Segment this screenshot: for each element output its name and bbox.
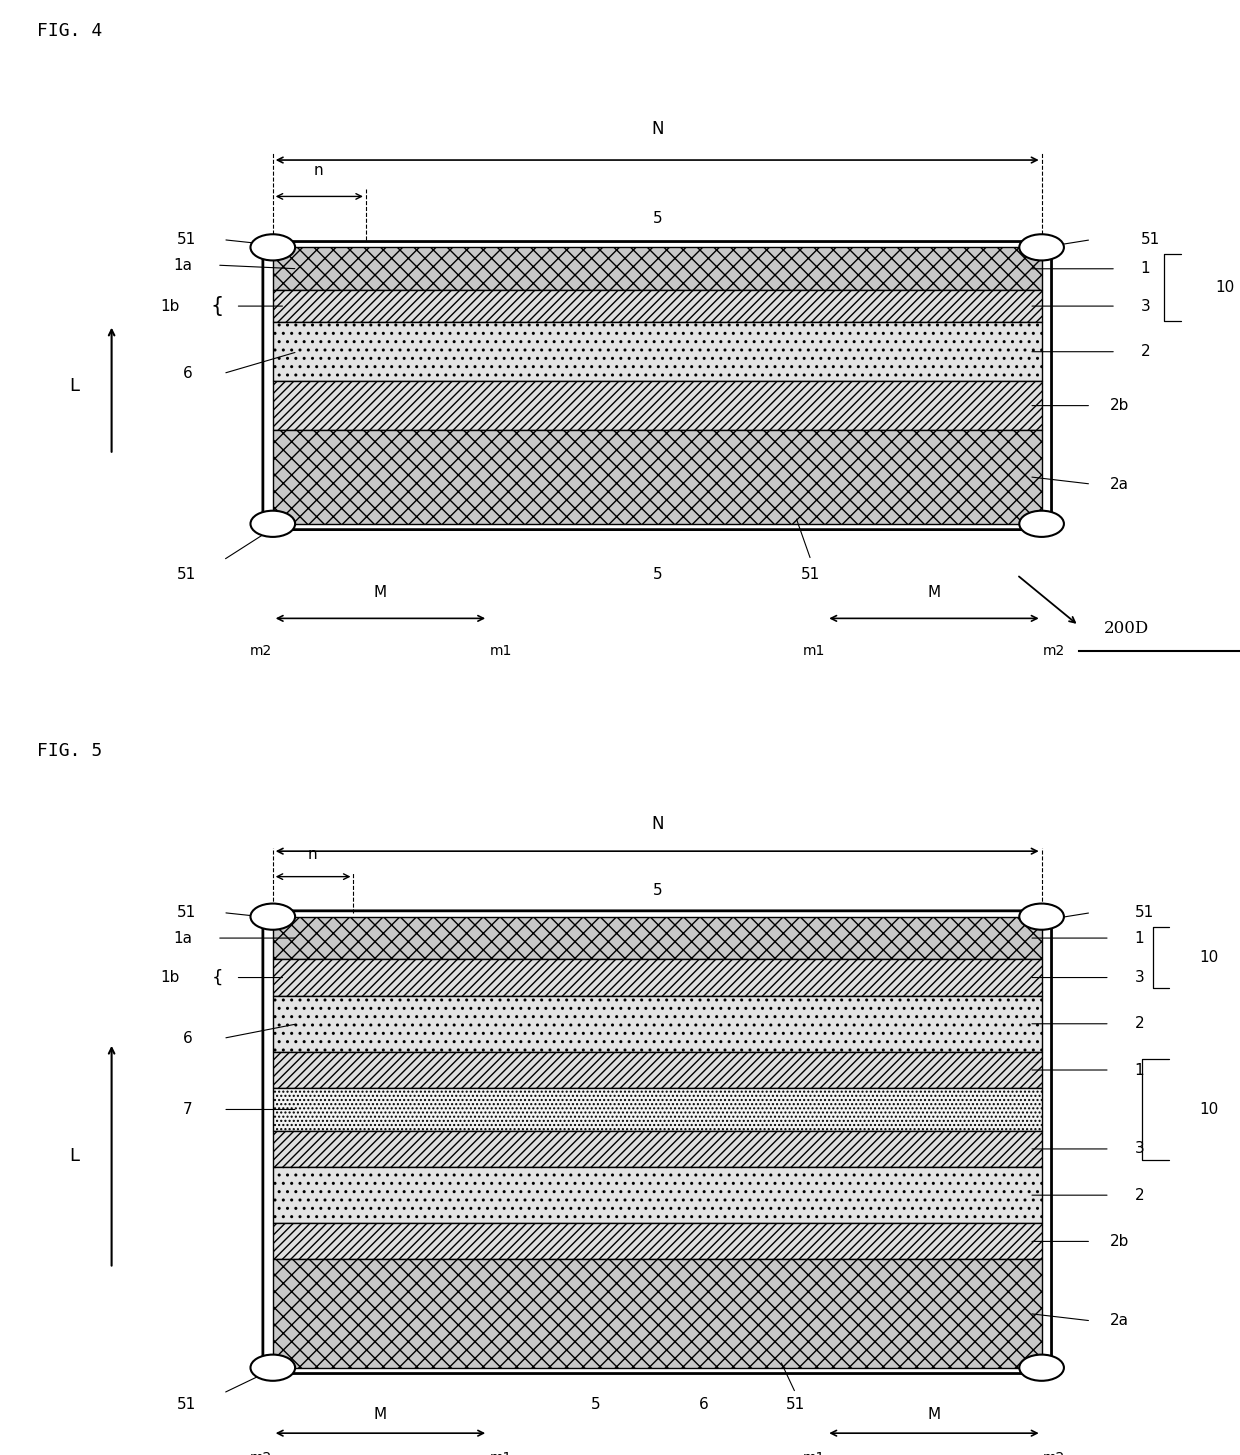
Circle shape [1019, 234, 1064, 260]
Bar [273, 247, 1042, 290]
Text: M: M [374, 585, 387, 599]
Text: 2a: 2a [1110, 477, 1128, 492]
Text: m1: m1 [802, 1451, 825, 1455]
Text: 1b: 1b [160, 298, 180, 314]
Text: 3: 3 [1141, 298, 1151, 314]
Text: FIG. 5: FIG. 5 [37, 742, 103, 760]
Text: 1: 1 [1135, 1062, 1145, 1078]
Text: 10: 10 [1199, 1101, 1219, 1117]
Text: m1: m1 [490, 1451, 512, 1455]
Text: 1a: 1a [174, 931, 192, 946]
Bar [273, 959, 1042, 995]
Text: 5: 5 [652, 211, 662, 226]
Text: {: { [211, 969, 223, 986]
Text: m2: m2 [1043, 1451, 1065, 1455]
Circle shape [1019, 1355, 1064, 1381]
Bar [273, 917, 1042, 959]
Circle shape [250, 511, 295, 537]
Text: 51: 51 [176, 1397, 196, 1411]
Text: 6: 6 [182, 367, 192, 381]
Text: 3: 3 [1135, 970, 1145, 985]
Bar [273, 1131, 1042, 1167]
Text: 1b: 1b [160, 970, 180, 985]
Text: 2b: 2b [1110, 1234, 1130, 1248]
Text: m2: m2 [249, 643, 272, 658]
Text: M: M [928, 1407, 940, 1422]
Text: 51: 51 [1135, 905, 1154, 920]
Bar [273, 995, 1042, 1052]
Text: 10: 10 [1199, 950, 1219, 965]
Text: 51: 51 [176, 233, 196, 247]
Text: 5: 5 [652, 567, 662, 582]
Text: 6: 6 [698, 1397, 708, 1411]
Text: 5: 5 [591, 1397, 600, 1411]
Bar [273, 1224, 1042, 1260]
Text: 200D: 200D [1104, 620, 1148, 637]
Bar [273, 429, 1042, 524]
Text: L: L [69, 377, 79, 394]
Text: 2: 2 [1135, 1187, 1145, 1203]
Text: 51: 51 [801, 567, 821, 582]
Text: m1: m1 [802, 643, 825, 658]
Circle shape [250, 904, 295, 930]
Text: n: n [314, 163, 324, 178]
Bar [273, 381, 1042, 429]
Bar [273, 1167, 1042, 1224]
Text: 1a: 1a [174, 258, 192, 272]
Bar [273, 1052, 1042, 1088]
Text: 7: 7 [182, 1101, 192, 1117]
Circle shape [1019, 904, 1064, 930]
Text: m2: m2 [1043, 643, 1065, 658]
Text: 5: 5 [652, 883, 662, 898]
Text: N: N [651, 815, 663, 832]
Text: M: M [374, 1407, 387, 1422]
Text: 10: 10 [1215, 279, 1235, 295]
Circle shape [1019, 511, 1064, 537]
Bar [273, 1088, 1042, 1131]
Text: n: n [308, 847, 317, 861]
Text: 51: 51 [176, 567, 196, 582]
Text: 51: 51 [1141, 233, 1161, 247]
Text: 51: 51 [786, 1397, 805, 1411]
Bar [273, 1260, 1042, 1368]
Text: 1: 1 [1135, 931, 1145, 946]
Text: 51: 51 [176, 905, 196, 920]
Circle shape [250, 1355, 295, 1381]
Text: M: M [928, 585, 940, 599]
Text: 2: 2 [1141, 345, 1151, 359]
Text: 3: 3 [1135, 1141, 1145, 1157]
Text: 2a: 2a [1110, 1314, 1128, 1328]
Text: N: N [651, 121, 663, 138]
Bar [273, 322, 1042, 381]
Text: {: { [211, 297, 223, 316]
Text: FIG. 4: FIG. 4 [37, 22, 103, 39]
Circle shape [250, 234, 295, 260]
Text: 2b: 2b [1110, 399, 1130, 413]
Text: 2: 2 [1135, 1016, 1145, 1032]
Text: m1: m1 [490, 643, 512, 658]
Text: 1: 1 [1141, 262, 1151, 276]
Text: m2: m2 [249, 1451, 272, 1455]
Text: L: L [69, 1147, 79, 1164]
Text: 6: 6 [182, 1030, 192, 1046]
Bar [273, 290, 1042, 322]
